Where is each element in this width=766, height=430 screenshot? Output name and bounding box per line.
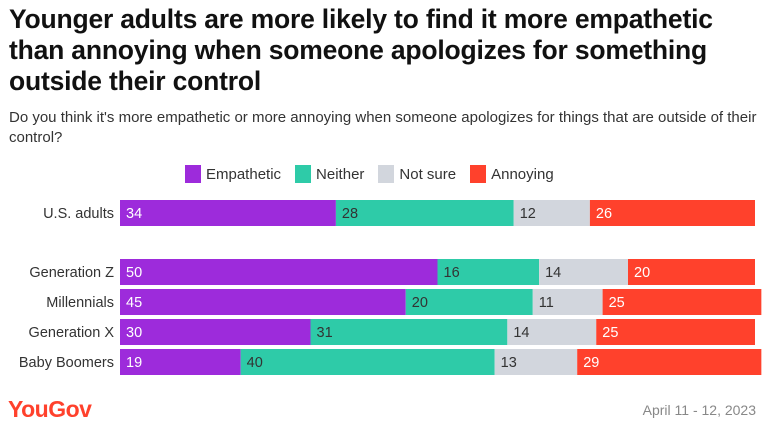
stacked-bar-chart: U.S. adults 34 28 12 26 Generation Z 50 16 14 20 M… (19, 200, 762, 375)
data-label-u-s-adults-neither: 28 (342, 206, 358, 222)
data-label-generation-z-empathetic: 50 (126, 265, 142, 281)
data-label-millennials-neither: 20 (412, 295, 428, 311)
data-label-generation-z-neither: 16 (444, 265, 460, 281)
data-label-millennials-annoying: 25 (609, 295, 625, 311)
data-label-generation-x-not-sure: 14 (513, 325, 529, 341)
legend-label-neither: Neither (316, 165, 365, 183)
data-label-u-s-adults-not-sure: 12 (520, 206, 536, 222)
legend-swatch-empathetic (185, 165, 201, 183)
bar-segment-u-s-adults-annoying (589, 200, 755, 226)
legend-label-empathetic: Empathetic (206, 165, 282, 183)
data-label-baby-boomers-annoying: 29 (583, 355, 599, 371)
legend-item-empathetic: Empathetic (185, 165, 281, 183)
bar-segment-u-s-adults-not-sure (513, 200, 590, 226)
chart-title: Younger adults are more likely to find i… (9, 4, 713, 96)
legend-item-annoying: Annoying (470, 165, 554, 183)
legend-swatch-neither (295, 165, 312, 183)
chart-legend: Empathetic Neither Not sure Annoying (185, 164, 568, 184)
bar-segment-generation-z-empathetic (120, 259, 438, 285)
legend-swatch-not-sure (378, 165, 395, 183)
legend-swatch-annoying (470, 165, 487, 183)
bar-segment-u-s-adults-neither (335, 200, 514, 226)
bar-segment-u-s-adults-empathetic (120, 200, 336, 226)
category-label-generation-x: Generation X (29, 325, 115, 341)
category-label-baby-boomers: Baby Boomers (19, 355, 114, 371)
category-label-millennials: Millennials (46, 295, 114, 311)
data-label-generation-z-annoying: 20 (634, 265, 650, 281)
data-label-generation-x-annoying: 25 (602, 325, 618, 341)
legend-item-not-sure: Not sure (378, 165, 456, 183)
bar-segment-generation-z-not-sure (539, 259, 628, 285)
bar-segment-generation-z-neither (437, 259, 540, 285)
bar-segment-generation-x-neither (310, 319, 508, 345)
bar-segment-millennials-not-sure (532, 289, 603, 315)
bar-segment-baby-boomers-empathetic (120, 349, 241, 375)
data-label-baby-boomers-neither: 40 (247, 355, 263, 371)
yougov-logo: YouGov (8, 396, 92, 422)
bar-segment-millennials-empathetic (120, 289, 406, 315)
data-label-generation-x-empathetic: 30 (126, 325, 142, 341)
data-label-millennials-empathetic: 45 (126, 295, 142, 311)
legend-label-annoying: Annoying (491, 165, 554, 183)
bar-segment-millennials-annoying (602, 289, 762, 315)
legend-label-not-sure: Not sure (399, 165, 457, 183)
bar-segment-baby-boomers-annoying (577, 349, 762, 375)
bar-segment-millennials-neither (405, 289, 533, 315)
data-label-generation-z-not-sure: 14 (545, 265, 561, 281)
survey-date: April 11 - 12, 2023 (642, 402, 756, 418)
bar-segment-baby-boomers-not-sure (494, 349, 578, 375)
bar-segment-generation-z-annoying (628, 259, 755, 285)
data-label-generation-x-neither: 31 (317, 325, 333, 341)
data-label-u-s-adults-annoying: 26 (596, 206, 612, 222)
chart-subtitle: Do you think it's more empathetic or mor… (9, 109, 757, 146)
data-label-baby-boomers-not-sure: 13 (501, 355, 517, 371)
data-label-baby-boomers-empathetic: 19 (126, 355, 142, 371)
legend-item-neither: Neither (295, 165, 364, 183)
category-label-u-s-adults: U.S. adults (43, 206, 114, 222)
data-label-millennials-not-sure: 11 (539, 295, 554, 311)
bar-segment-generation-x-empathetic (120, 319, 311, 345)
bar-segment-baby-boomers-neither (240, 349, 495, 375)
bar-segment-generation-x-not-sure (507, 319, 597, 345)
data-label-u-s-adults-empathetic: 34 (126, 206, 142, 222)
bar-segment-generation-x-annoying (596, 319, 755, 345)
category-label-generation-z: Generation Z (29, 265, 114, 281)
